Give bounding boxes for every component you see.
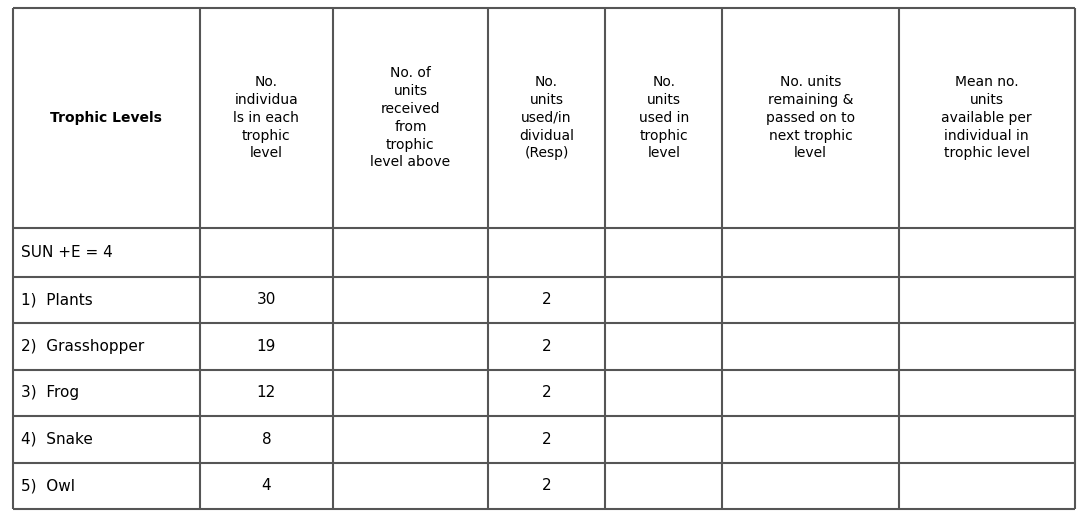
Text: 30: 30 [257,293,276,308]
Text: No. units
remaining &
passed on to
next trophic
level: No. units remaining & passed on to next … [766,75,855,160]
Text: Trophic Levels: Trophic Levels [51,111,162,125]
Text: 19: 19 [257,339,276,354]
Text: No.
individua
ls in each
trophic
level: No. individua ls in each trophic level [233,75,299,160]
Text: Mean no.
units
available per
individual in
trophic level: Mean no. units available per individual … [942,75,1031,160]
Text: 5)  Owl: 5) Owl [21,479,75,494]
Text: SUN +E = 4: SUN +E = 4 [21,245,112,260]
Text: 2: 2 [542,339,551,354]
Text: 8: 8 [261,432,271,447]
Text: 1)  Plants: 1) Plants [21,293,92,308]
Text: 2: 2 [542,479,551,494]
Text: No. of
units
received
from
trophic
level above: No. of units received from trophic level… [370,66,450,170]
Text: 2: 2 [542,386,551,401]
Text: 2)  Grasshopper: 2) Grasshopper [21,339,144,354]
Text: 4)  Snake: 4) Snake [21,432,93,447]
Text: 3)  Frog: 3) Frog [21,386,79,401]
Text: No.
units
used/in
dividual
(Resp): No. units used/in dividual (Resp) [519,75,573,160]
Text: 12: 12 [257,386,276,401]
Text: 2: 2 [542,432,551,447]
Text: 2: 2 [542,293,551,308]
Text: No.
units
used in
trophic
level: No. units used in trophic level [638,75,689,160]
Text: 4: 4 [261,479,271,494]
